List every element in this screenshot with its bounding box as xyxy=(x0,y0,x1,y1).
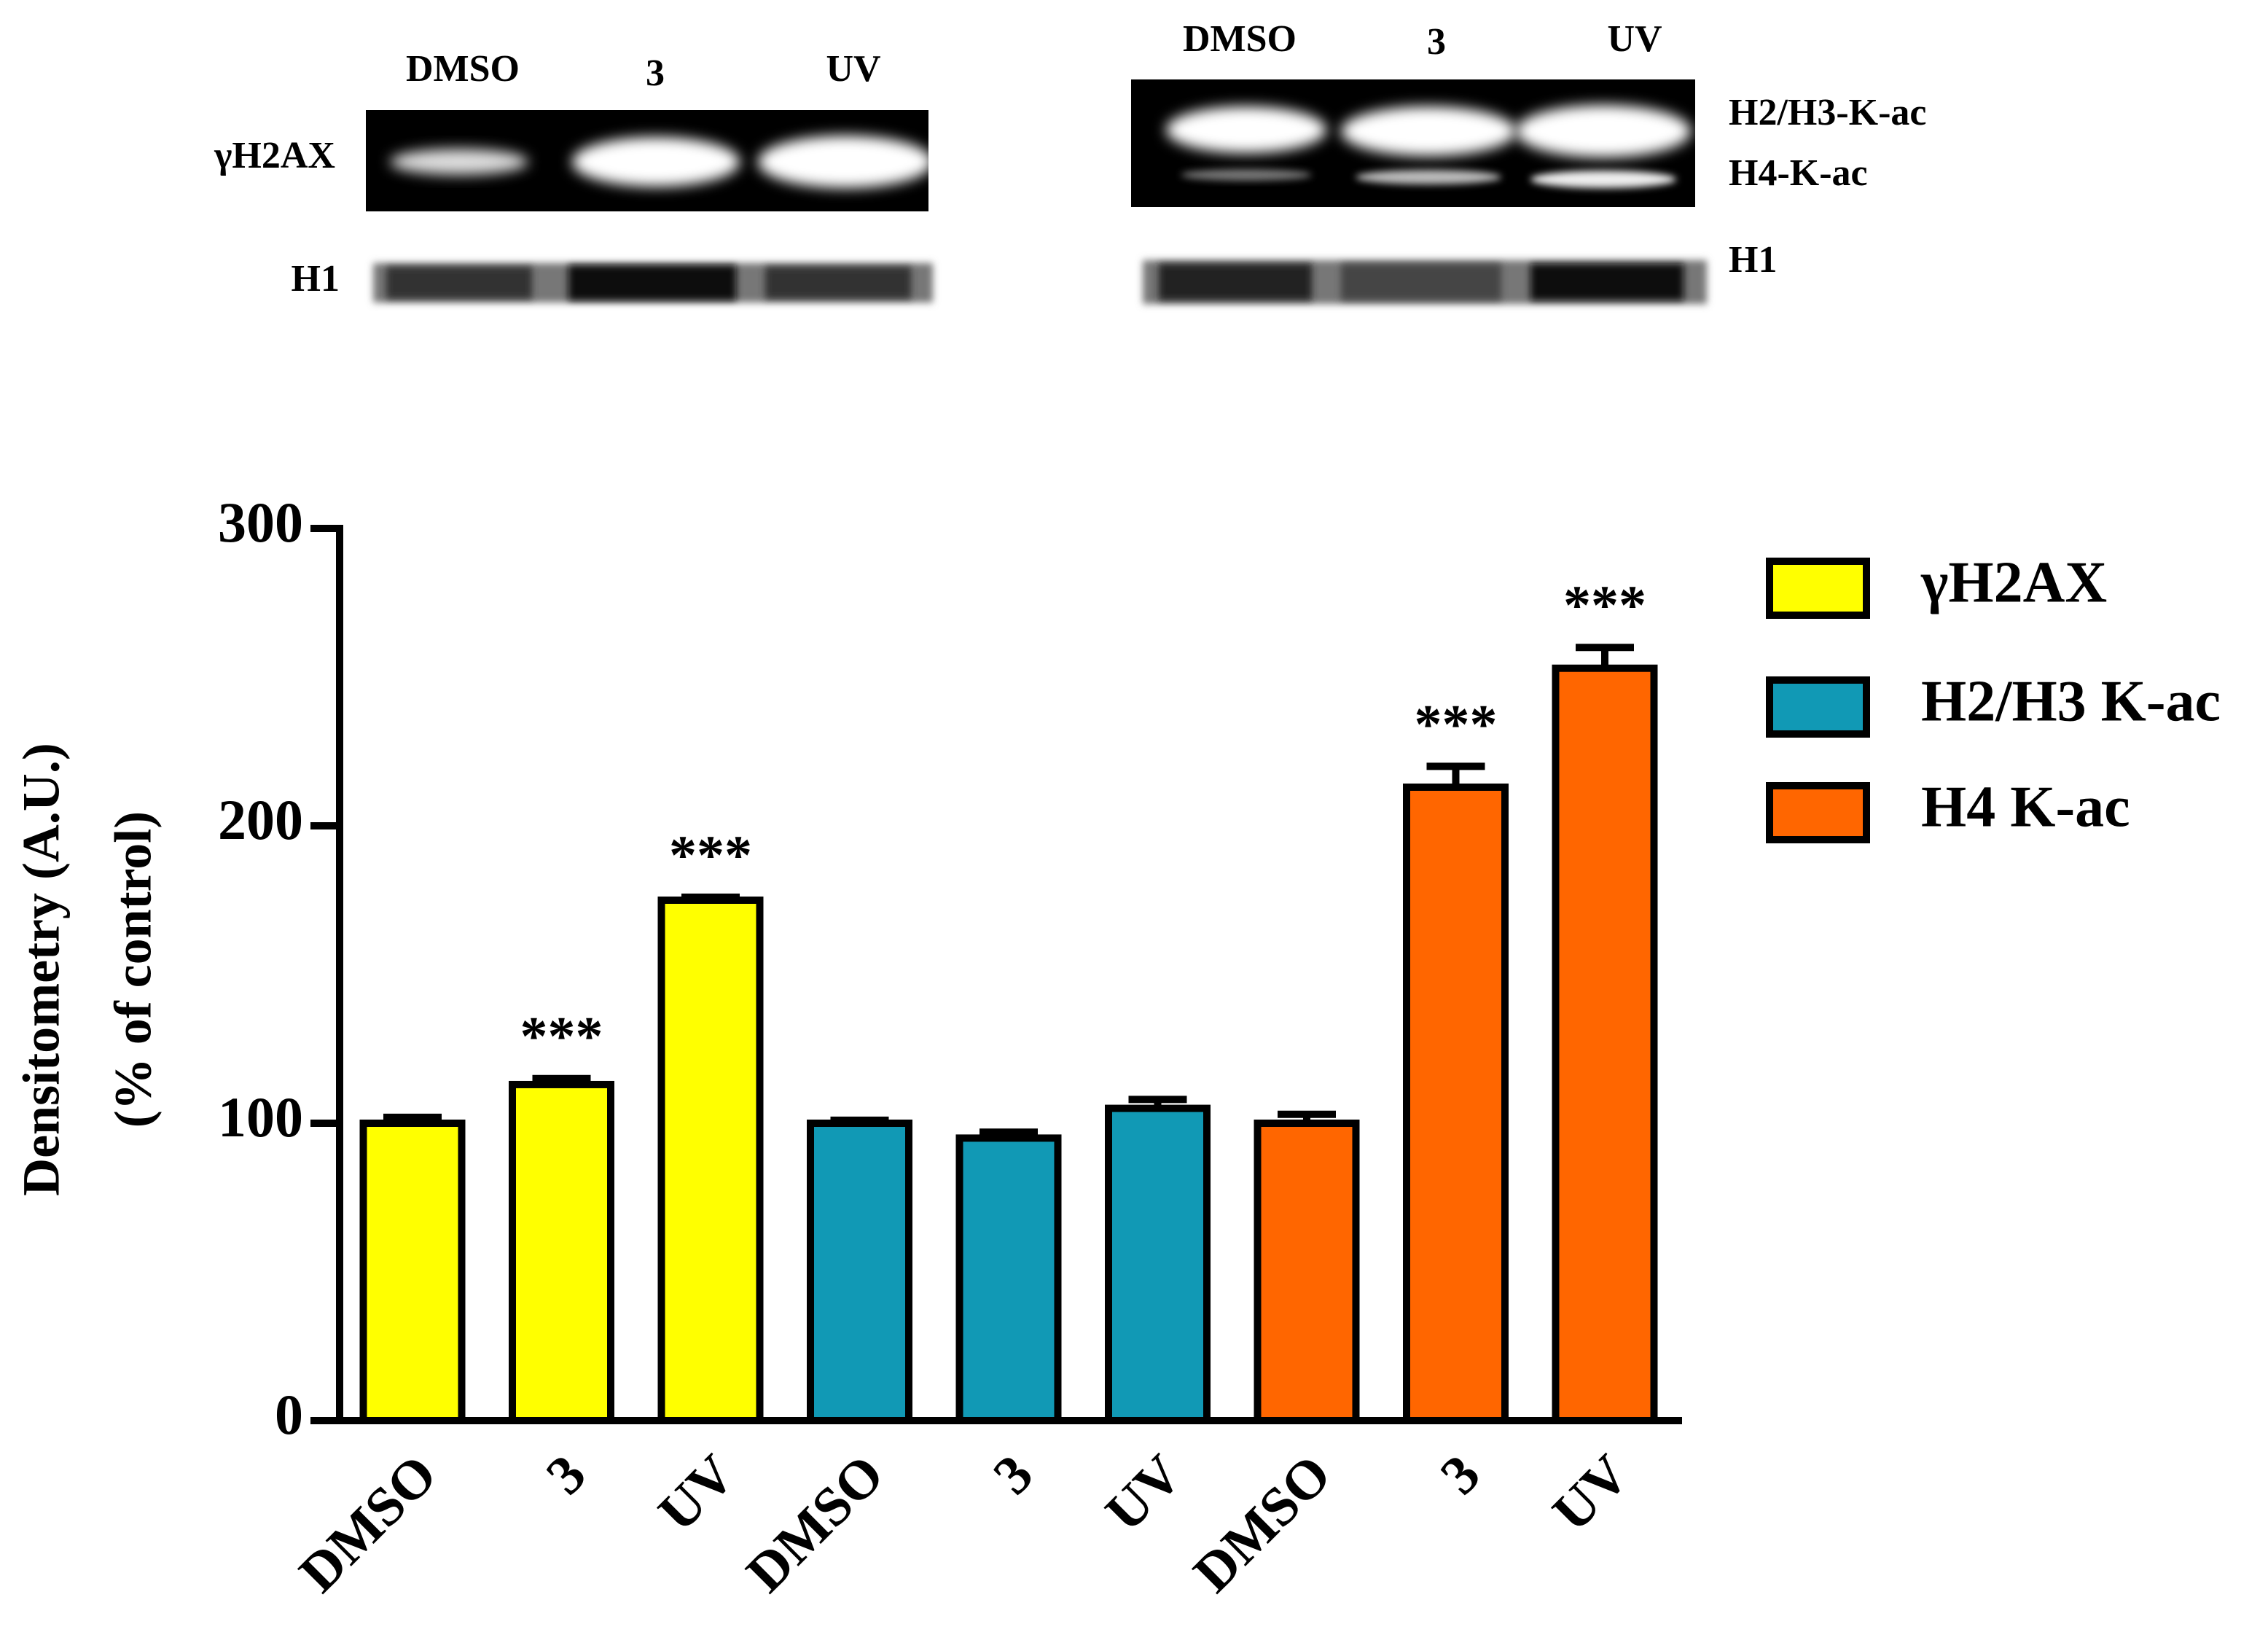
x-tick-label: DMSO xyxy=(1182,1443,1343,1604)
x-tick-label: UV xyxy=(1094,1443,1194,1543)
band xyxy=(1159,264,1312,300)
lane-label: 3 xyxy=(646,52,665,94)
left-blot: DMSO 3 UV γH2AX H1 xyxy=(214,48,933,302)
y-tick-label: 200 xyxy=(218,788,303,851)
lane-label: UV xyxy=(826,48,880,90)
significance: *** xyxy=(1563,575,1646,636)
legend-swatch xyxy=(1766,782,1870,843)
bar xyxy=(509,1080,614,1424)
x-tick-label: UV xyxy=(646,1443,746,1543)
band xyxy=(1516,105,1691,157)
legend-swatch xyxy=(1766,676,1870,738)
band xyxy=(765,267,911,299)
row-label: H2/H3-K-ac xyxy=(1729,92,1927,133)
band xyxy=(1356,170,1501,184)
band xyxy=(1341,264,1501,300)
row-label: H1 xyxy=(1729,239,1777,281)
y-tick-label: 100 xyxy=(218,1085,303,1149)
legend-swatch xyxy=(1766,558,1870,619)
band xyxy=(386,267,532,299)
bar xyxy=(1403,783,1509,1424)
y-tick-label: 300 xyxy=(218,491,303,554)
legend-label: γH2AX xyxy=(1920,550,2107,614)
band xyxy=(1181,169,1312,181)
band xyxy=(390,149,528,175)
y-axis-label: (% of control) xyxy=(104,811,163,1128)
significance: *** xyxy=(520,1006,603,1067)
bar xyxy=(955,1134,1062,1425)
lane-label: 3 xyxy=(1427,21,1446,63)
x-tick-label: DMSO xyxy=(288,1443,449,1604)
bar xyxy=(359,1120,466,1424)
band xyxy=(1341,106,1516,156)
x-tick-label: 3 xyxy=(1429,1443,1492,1506)
row-label: γH2AX xyxy=(214,135,335,176)
x-tick-label: 3 xyxy=(535,1443,598,1506)
band xyxy=(572,137,740,187)
lane-label: DMSO xyxy=(406,48,520,90)
lane-label: UV xyxy=(1607,18,1662,60)
x-tick-label: UV xyxy=(1541,1443,1641,1543)
bar xyxy=(1105,1104,1211,1424)
significance: *** xyxy=(669,824,752,886)
band xyxy=(1530,171,1676,188)
right-blot: DMSO 3 UV H2/H3-K-ac H4-K-ac H1 xyxy=(1131,18,1927,304)
row-label: H1 xyxy=(292,258,340,300)
legend-label: H2/H3 K-ac xyxy=(1921,669,2221,733)
y-tick-label: 0 xyxy=(275,1383,303,1446)
y-axis-label: Densitometry (A.U.) xyxy=(12,743,71,1196)
band xyxy=(1166,106,1326,153)
band xyxy=(758,136,933,188)
bar xyxy=(1552,664,1658,1424)
lane-label: DMSO xyxy=(1183,18,1297,60)
band xyxy=(1530,264,1684,300)
significance: *** xyxy=(1415,694,1498,755)
bar xyxy=(1254,1120,1360,1424)
bar xyxy=(657,897,764,1424)
band xyxy=(568,265,736,300)
legend-label: H4 K-ac xyxy=(1921,775,2130,839)
x-tick-label: 3 xyxy=(982,1443,1044,1506)
row-label: H4-K-ac xyxy=(1729,152,1868,194)
x-tick-label: DMSO xyxy=(735,1443,896,1604)
bar xyxy=(807,1120,912,1424)
